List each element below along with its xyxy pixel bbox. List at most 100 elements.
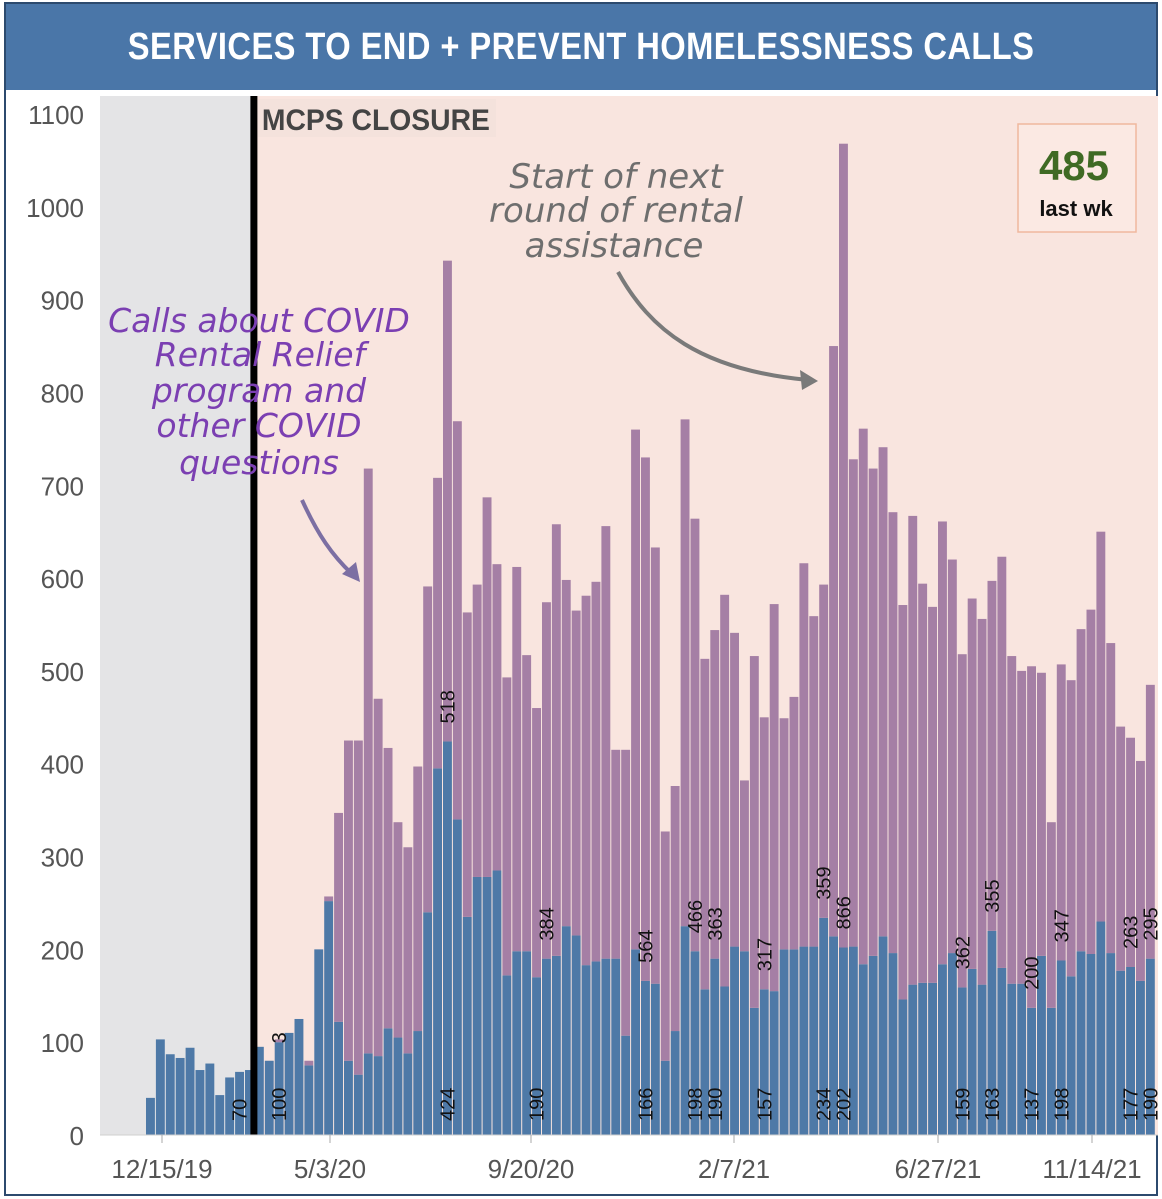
y-tick-label: 500: [41, 657, 84, 687]
bar-blue-segment: [977, 984, 987, 1135]
bar-blue-segment: [898, 999, 908, 1135]
bar-blue-segment: [314, 949, 324, 1135]
gray-annotation-arrow: [616, 271, 809, 382]
bar-purple-segment: [383, 747, 393, 1029]
bar-blue-segment: [829, 936, 838, 1135]
bar-purple-segment: [1136, 760, 1145, 981]
x-tick-label: 9/20/20: [488, 1154, 575, 1184]
bar-blue-segment: [868, 955, 878, 1135]
bar-purple-segment: [799, 563, 809, 947]
bar-purple-segment: [660, 831, 670, 1061]
bar-purple-segment: [274, 1039, 284, 1043]
bar-blue-segment: [393, 1037, 403, 1135]
bar-purple-segment: [730, 632, 739, 947]
title-bar: SERVICES TO END + PREVENT HOMELESSNESS C…: [6, 4, 1156, 90]
bar-blue-segment: [710, 958, 720, 1135]
bar-purple-segment: [938, 521, 947, 965]
bar-blue-segment: [551, 955, 561, 1135]
bar-blue-segment: [581, 965, 591, 1135]
bar-blue-segment: [1076, 951, 1086, 1135]
bar-blue-segment: [185, 1047, 195, 1135]
bar-purple-segment: [443, 260, 452, 742]
data-label: 355: [982, 879, 1004, 912]
data-label: 518: [437, 690, 459, 723]
bar-blue-segment: [324, 901, 334, 1135]
bar-purple-segment: [848, 459, 858, 947]
data-label: 202: [833, 1088, 855, 1121]
bar-blue-segment: [561, 926, 571, 1135]
bar-blue-segment: [413, 1031, 423, 1135]
gray-annotation-line: assistance: [525, 226, 704, 266]
data-label: 177: [1121, 1088, 1143, 1121]
bar-blue-segment: [650, 983, 660, 1135]
bar-purple-segment: [759, 717, 769, 990]
bar-purple-segment: [561, 579, 571, 927]
bar-blue-segment: [611, 958, 621, 1135]
bar-blue-segment: [947, 953, 957, 1135]
bar-blue-segment: [1046, 1007, 1056, 1135]
bar-purple-segment: [532, 708, 541, 978]
bar-purple-segment: [452, 421, 462, 820]
bar-purple-segment: [957, 654, 967, 988]
bar-purple-segment: [413, 766, 423, 1032]
data-label: 317: [754, 938, 776, 971]
bar-purple-segment: [749, 656, 759, 1008]
data-label: 263: [1121, 916, 1143, 949]
bar-blue-segment: [987, 930, 997, 1135]
bar-blue-segment: [690, 951, 700, 1135]
y-tick-label: 400: [41, 750, 84, 780]
bar-blue-segment: [680, 926, 690, 1135]
bar-purple-segment: [1116, 726, 1126, 971]
bar-purple-segment: [700, 658, 710, 990]
bar-blue-segment: [205, 1063, 215, 1135]
bar-purple-segment: [462, 612, 472, 917]
bar-purple-segment: [720, 594, 730, 987]
bar-purple-segment: [740, 780, 749, 952]
bar-purple-segment: [967, 598, 977, 969]
gray-annotation-line: Start of next: [509, 157, 724, 197]
bar-blue-segment: [799, 946, 809, 1135]
bar-purple-segment: [839, 143, 848, 948]
bar-blue-segment: [908, 984, 918, 1135]
bar-blue-segment: [1136, 980, 1145, 1135]
bar-purple-segment: [551, 524, 561, 956]
bar-purple-segment: [353, 740, 363, 1075]
bar-blue-segment: [779, 949, 789, 1135]
bar-purple-segment: [433, 477, 442, 769]
data-label: 190: [527, 1088, 549, 1121]
bar-purple-segment: [621, 749, 631, 1036]
data-label: 159: [952, 1088, 974, 1121]
bar-blue-segment: [759, 989, 769, 1135]
bar-purple-segment: [423, 586, 433, 913]
data-label: 384: [536, 907, 558, 940]
bar-blue-segment: [749, 1007, 759, 1135]
bar-blue-segment: [472, 876, 482, 1135]
data-label: 347: [1051, 909, 1073, 942]
bar-blue-segment: [195, 1070, 205, 1135]
purple-annotation-line: Rental Relief: [155, 335, 370, 374]
bar-blue-segment: [1027, 1007, 1036, 1135]
bar-blue-segment: [344, 1060, 353, 1135]
data-label: 295: [1140, 907, 1162, 940]
bar-blue-segment: [839, 947, 848, 1135]
kpi-box: [1017, 123, 1137, 233]
bar-blue-segment: [264, 1060, 274, 1135]
bar-blue-segment: [967, 968, 977, 1135]
bar-blue-segment: [918, 982, 928, 1135]
x-tick-label: 12/15/19: [111, 1154, 212, 1184]
data-label: 3: [269, 1032, 291, 1043]
bar-blue-segment: [938, 964, 947, 1135]
bar-blue-segment: [621, 1035, 631, 1135]
bar-blue-segment: [502, 975, 512, 1135]
bar-purple-segment: [1106, 643, 1116, 954]
data-label: 866: [833, 896, 855, 929]
bar-purple-segment: [1145, 684, 1155, 959]
bar-blue-segment: [452, 819, 462, 1135]
bar-blue-segment: [631, 949, 640, 1135]
bar-purple-segment: [858, 428, 868, 965]
bar-blue-segment: [542, 958, 551, 1135]
bar-purple-segment: [789, 696, 799, 950]
bar-purple-segment: [1076, 629, 1086, 952]
bar-blue-segment: [363, 1053, 373, 1135]
data-label: 198: [1051, 1088, 1073, 1121]
